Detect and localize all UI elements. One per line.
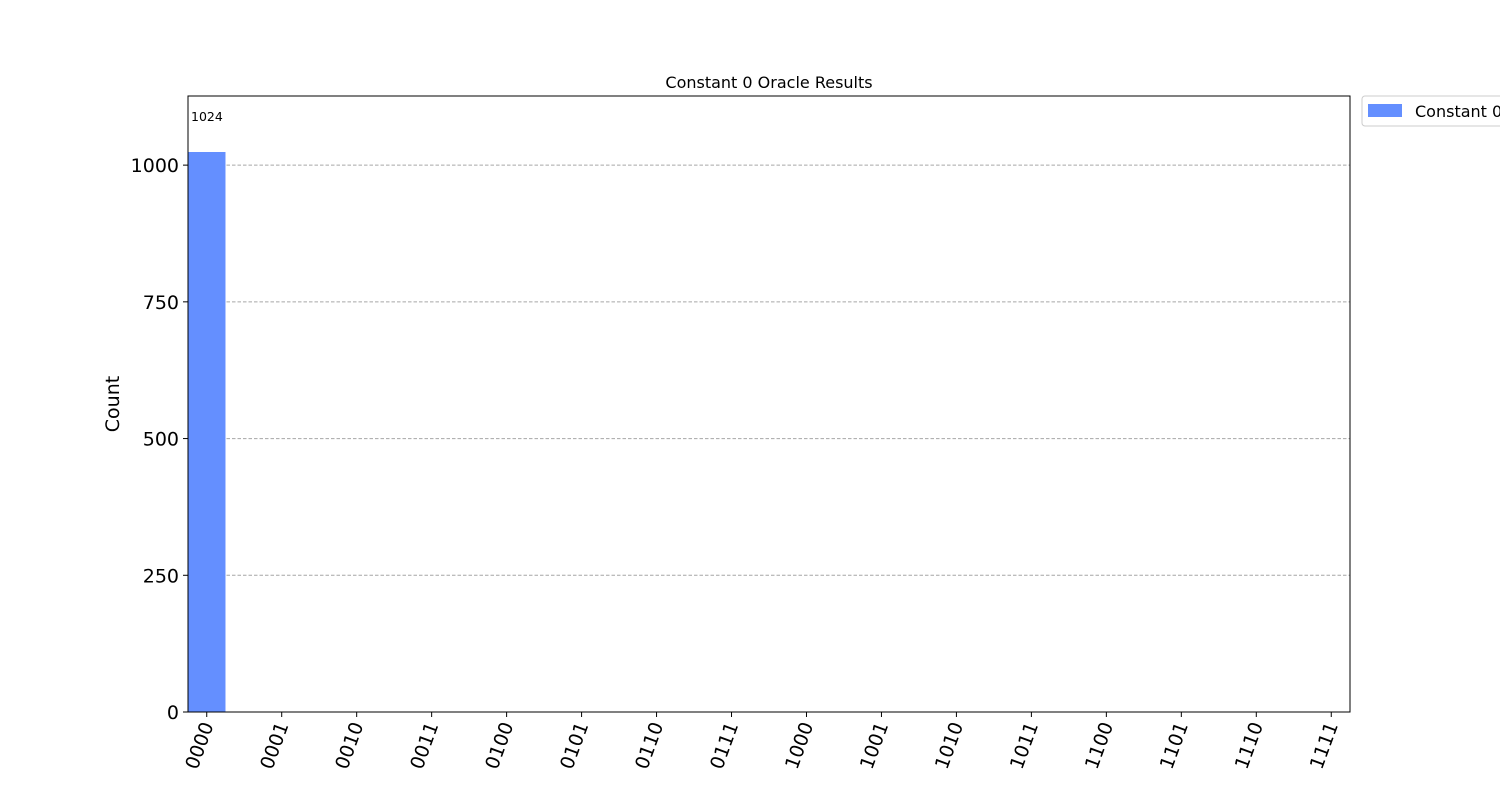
x-tick-label-0001: 0001 [256, 719, 293, 772]
bar-0000 [188, 152, 226, 712]
x-tick-label-0000: 0000 [181, 719, 218, 772]
x-tick-label-1100: 1100 [1081, 719, 1118, 772]
x-tick-label-0010: 0010 [331, 719, 368, 772]
x-tick-label-1101: 1101 [1156, 719, 1193, 772]
y-axis-label: Count [102, 376, 124, 432]
chart-title: Constant 0 Oracle Results [665, 73, 872, 92]
legend: Constant 0 [1361, 95, 1500, 127]
x-axis-ticks: 0000 0001 0010 0011 0100 0101 0110 0111 1000 1001… [181, 712, 1343, 772]
x-tick-label-0011: 0011 [406, 719, 443, 772]
x-tick-label-1010: 1010 [931, 719, 968, 772]
x-tick-label-1111: 1111 [1306, 719, 1343, 772]
y-tick-label: 250 [143, 565, 179, 587]
y-tick-label: 0 [167, 702, 179, 724]
legend-swatch [1368, 104, 1402, 117]
y-axis-ticks: 0 250 500 750 1000 [131, 155, 188, 724]
plot-area-frame [187, 95, 1351, 713]
y-tick-label: 750 [143, 292, 179, 314]
data-label-0000: 1024 [191, 109, 223, 124]
y-tick-label: 1000 [131, 155, 179, 177]
x-tick-label-1001: 1001 [856, 719, 893, 772]
x-tick-label-1110: 1110 [1231, 719, 1268, 772]
x-tick-label-0111: 0111 [706, 719, 743, 772]
x-tick-label-0110: 0110 [631, 719, 668, 772]
legend-label: Constant 0 [1415, 102, 1500, 121]
x-tick-label-0100: 0100 [481, 719, 518, 772]
bars [188, 152, 226, 712]
x-tick-label-1011: 1011 [1006, 719, 1043, 772]
grid-lines [188, 164, 1350, 576]
x-tick-label-0101: 0101 [556, 719, 593, 772]
legend-frame [1361, 95, 1500, 127]
y-tick-label: 500 [143, 429, 179, 451]
data-labels: 1024 [191, 109, 223, 124]
x-tick-label-1000: 1000 [781, 719, 818, 772]
